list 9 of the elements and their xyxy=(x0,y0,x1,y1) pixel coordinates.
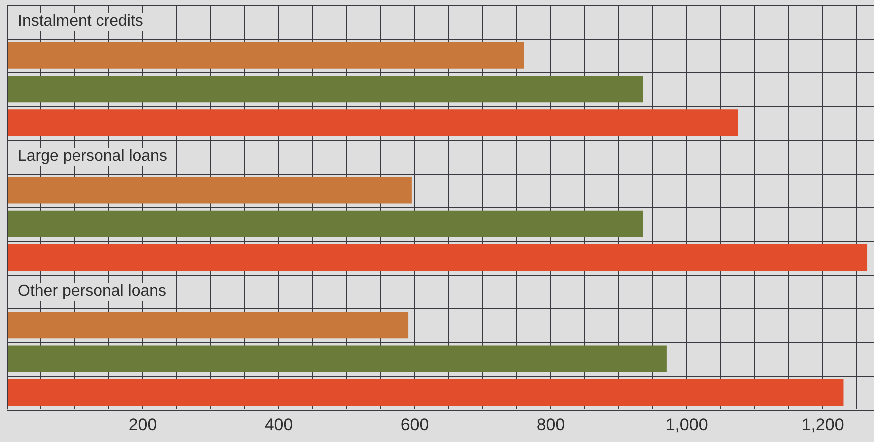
y-tick-label: Large personal loans xyxy=(18,148,168,166)
x-tick-label: 800 xyxy=(536,415,566,434)
x-tick-label: 200 xyxy=(128,415,158,434)
y-tick-label: Other personal loans xyxy=(18,282,167,301)
x-tick-label: 400 xyxy=(264,415,294,434)
x-tick-label: 600 xyxy=(400,415,430,434)
y-tick-label: Instalment credits xyxy=(18,12,144,31)
x-tick-label: 1,000 xyxy=(666,415,708,434)
x-tick-label: 1,200 xyxy=(802,415,844,434)
